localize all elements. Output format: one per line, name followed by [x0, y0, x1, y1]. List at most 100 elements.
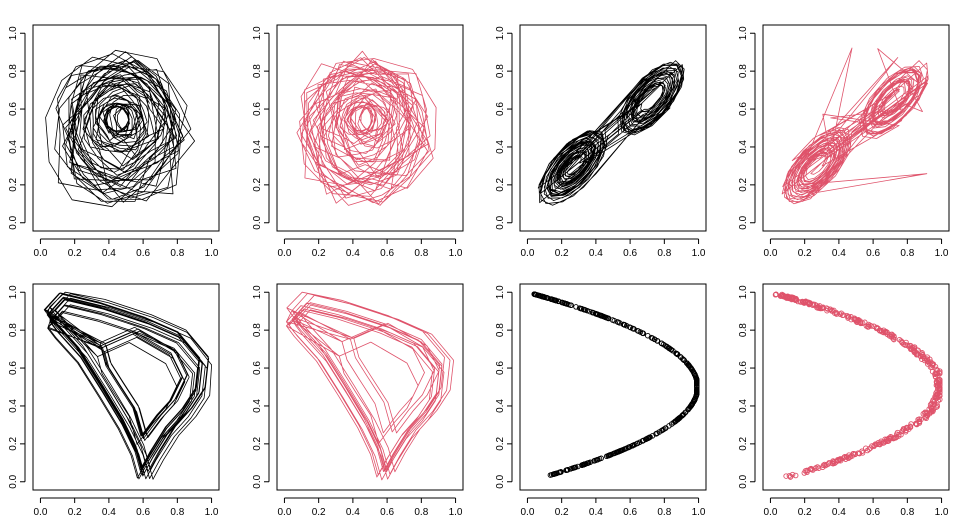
- data-point: [625, 444, 632, 451]
- data-point: [829, 307, 835, 314]
- series: [772, 291, 943, 480]
- data-point: [688, 403, 694, 409]
- y-tick-label: 0.2: [738, 177, 749, 191]
- data-point: [802, 468, 809, 474]
- y-axis: 0.0 0.2 0.4 0.6 0.8 1.0: [8, 26, 26, 230]
- plot-frame: [32, 283, 220, 491]
- data-point: [614, 319, 621, 325]
- x-tick-label: 0.0: [33, 248, 47, 259]
- data-point: [689, 367, 696, 373]
- data-point: [863, 445, 869, 451]
- data-point: [598, 312, 604, 319]
- data-point: [656, 429, 663, 435]
- data-point: [875, 439, 882, 446]
- y-tick-label: 0.0: [252, 215, 263, 229]
- data-point: [607, 452, 613, 458]
- data-point: [848, 314, 854, 320]
- data-point: [594, 457, 600, 463]
- panel-2: 0.0 0.2 0.4 0.6 0.8 1.0 0.0 0.2 0.4 0.6 0.8 1.0: [252, 24, 464, 259]
- x-tick-label: 0.8: [657, 507, 671, 517]
- y-tick-label: 0.2: [252, 436, 263, 450]
- data-point: [865, 323, 871, 330]
- data-point: [937, 368, 943, 374]
- data-point: [815, 303, 822, 310]
- y-tick-label: 0.0: [8, 215, 19, 229]
- x-tick-label: 1.0: [449, 507, 463, 517]
- x-tick-label: 0.0: [277, 507, 291, 517]
- data-point: [783, 473, 789, 479]
- data-point: [631, 441, 638, 448]
- data-point: [649, 433, 656, 439]
- data-point: [654, 338, 661, 344]
- y-tick-label: 0.0: [738, 474, 749, 488]
- x-tick-label: 1.0: [692, 507, 706, 517]
- data-point: [916, 419, 923, 425]
- data-point: [920, 353, 927, 360]
- data-point: [651, 336, 658, 343]
- y-tick-label: 1.0: [252, 26, 263, 40]
- panel-7: 0.0 0.2 0.4 0.6 0.8 1.0 0.0 0.2 0.4 0.6 0.8 1.0: [495, 283, 707, 517]
- data-point: [814, 304, 820, 311]
- y-tick-label: 1.0: [738, 285, 749, 299]
- data-point: [908, 421, 914, 427]
- data-point: [666, 345, 673, 352]
- data-point: [623, 323, 630, 329]
- data-point: [936, 385, 943, 391]
- data-point: [845, 313, 851, 320]
- x-tick-label: 1.0: [205, 507, 219, 517]
- data-point: [662, 425, 669, 432]
- x-tick-label: 0.2: [68, 507, 82, 517]
- data-point: [937, 396, 943, 403]
- y-tick-label: 0.8: [252, 323, 263, 337]
- x-tick-label: 1.0: [449, 248, 463, 259]
- y-tick-label: 0.0: [8, 474, 19, 488]
- data-point: [929, 398, 936, 405]
- data-point: [925, 359, 932, 366]
- data-point: [639, 330, 646, 336]
- data-point: [934, 367, 941, 373]
- data-point: [542, 294, 548, 301]
- data-point: [687, 403, 694, 410]
- data-point: [779, 292, 786, 299]
- x-tick-label: 0.8: [170, 248, 184, 259]
- plot-frame: [762, 283, 950, 491]
- x-tick-label: 0.2: [555, 507, 569, 517]
- data-point: [645, 332, 651, 339]
- data-point: [558, 469, 564, 475]
- data-point: [678, 354, 684, 361]
- y-axis: 0.0 0.2 0.4 0.6 0.8 1.0: [495, 26, 513, 230]
- y-tick-label: 0.8: [738, 64, 749, 78]
- x-tick-label: 1.0: [935, 248, 949, 259]
- x-tick-label: 0.6: [866, 507, 880, 517]
- data-point: [830, 460, 836, 467]
- panel-3: 0.0 0.2 0.4 0.6 0.8 1.0 0.0 0.2 0.4 0.6 0.8 1.0: [495, 24, 707, 259]
- data-point: [694, 387, 700, 394]
- y-axis: 0.0 0.2 0.4 0.6 0.8 1.0: [495, 285, 513, 489]
- data-point: [816, 465, 822, 471]
- x-tick-label: 0.6: [380, 507, 394, 517]
- x-axis: 0.0 0.2 0.4 0.6 0.8 1.0: [277, 238, 463, 259]
- data-point: [581, 307, 588, 313]
- x-tick-label: 0.4: [102, 507, 116, 517]
- data-point: [928, 404, 934, 411]
- data-point: [694, 380, 700, 387]
- data-point: [626, 324, 633, 330]
- y-tick-label: 1.0: [8, 285, 19, 299]
- data-point: [882, 329, 889, 335]
- y-tick-label: 0.8: [738, 323, 749, 337]
- x-tick-label: 0.4: [832, 507, 846, 517]
- y-axis: 0.0 0.2 0.4 0.6 0.8 1.0: [252, 26, 270, 230]
- y-tick-label: 0.2: [495, 436, 506, 450]
- data-point: [840, 455, 846, 462]
- x-axis: 0.0 0.2 0.4 0.6 0.8 1.0: [33, 238, 219, 259]
- data-point: [852, 451, 858, 458]
- data-point: [917, 353, 924, 359]
- data-point: [881, 439, 887, 446]
- data-point: [582, 461, 588, 467]
- panel-6: 0.0 0.2 0.4 0.6 0.8 1.0 0.0 0.2 0.4 0.6 0.8 1.0: [252, 283, 464, 517]
- x-axis: 0.0 0.2 0.4 0.6 0.8 1.0: [520, 497, 706, 517]
- y-tick-label: 0.4: [252, 140, 263, 154]
- data-point: [658, 340, 665, 347]
- x-tick-label: 1.0: [692, 248, 706, 259]
- y-tick-label: 0.8: [495, 64, 506, 78]
